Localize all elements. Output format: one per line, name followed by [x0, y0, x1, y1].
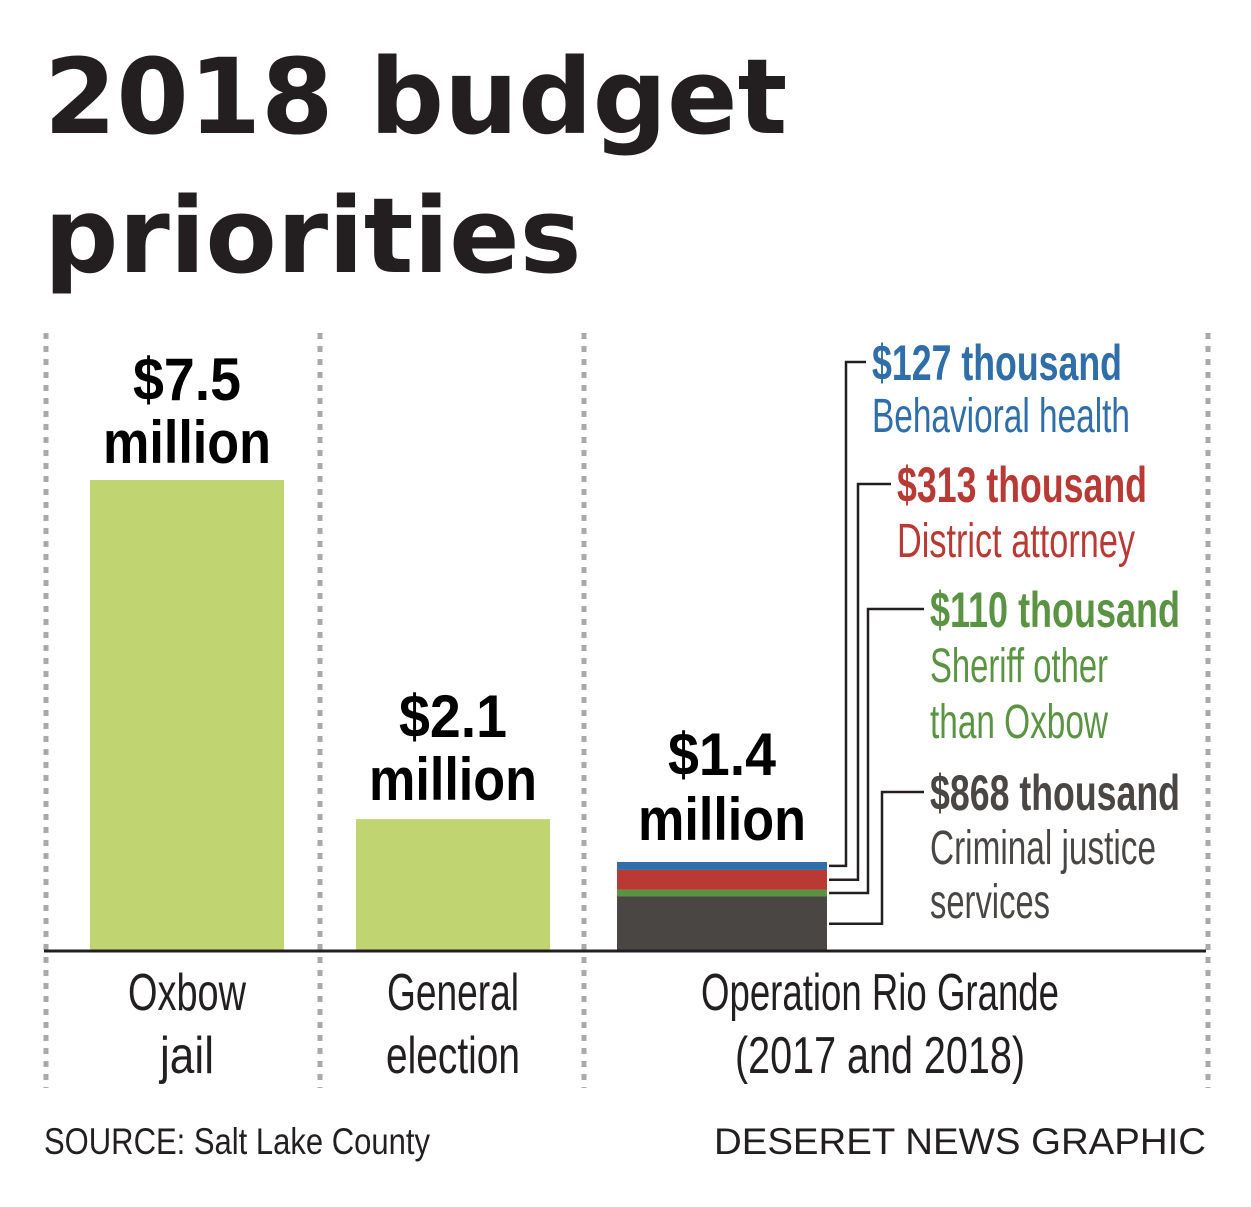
- bar-segment-2: [617, 869, 827, 890]
- bars: [90, 480, 827, 951]
- value-label-1-1: million: [369, 746, 537, 813]
- category-label-2-1: (2017 and 2018): [735, 1027, 1025, 1085]
- leader-line-3: [829, 360, 866, 868]
- leader-line-0: [829, 790, 924, 925]
- segment-desc-1-1: than Oxbow: [930, 696, 1108, 749]
- column-dividers: [43, 333, 1211, 1088]
- bar-segment-0: [617, 896, 827, 951]
- leader-line-1: [829, 607, 924, 895]
- category-label-2-0: Operation Rio Grande: [701, 964, 1059, 1022]
- value-label-0-0: $7.5: [133, 346, 241, 413]
- leader-lines: [829, 360, 924, 925]
- category-label-1-1: election: [386, 1027, 520, 1085]
- value-label-1-0: $2.1: [399, 683, 507, 750]
- credit-text: DESERET NEWS GRAPHIC: [714, 1121, 1206, 1162]
- value-label-2-0: $1.4: [668, 721, 777, 788]
- bar-segment-1: [617, 889, 827, 897]
- segment-amount-0: $868 thousand: [930, 765, 1180, 821]
- bar-1: [356, 819, 550, 951]
- segment-desc-1-0: Sheriff other: [930, 640, 1108, 693]
- segment-amount-2: $313 thousand: [897, 457, 1147, 513]
- value-label-2-1: million: [638, 786, 806, 853]
- segment-desc-2-0: District attorney: [897, 515, 1135, 568]
- title-line-2: priorities: [44, 175, 582, 297]
- segment-desc-0-0: Criminal justice: [930, 822, 1156, 875]
- bar-0: [90, 480, 284, 951]
- category-label-0-1: jail: [158, 1027, 214, 1085]
- value-label-0-1: million: [103, 409, 271, 476]
- category-label-1-0: General: [387, 964, 519, 1022]
- segment-amount-1: $110 thousand: [930, 582, 1180, 638]
- segment-desc-0-1: services: [930, 876, 1050, 929]
- source-text: SOURCE: Salt Lake County: [44, 1121, 430, 1162]
- bar-segment-3: [617, 861, 827, 870]
- title-line-1: 2018 budget: [44, 36, 787, 158]
- segment-desc-3-0: Behavioral health: [872, 390, 1130, 443]
- category-label-0-0: Oxbow: [128, 964, 246, 1022]
- leader-line-2: [829, 482, 891, 882]
- labels: $7.5millionOxbowjail$2.1millionGeneralel…: [103, 335, 1180, 1085]
- segment-amount-3: $127 thousand: [872, 335, 1122, 391]
